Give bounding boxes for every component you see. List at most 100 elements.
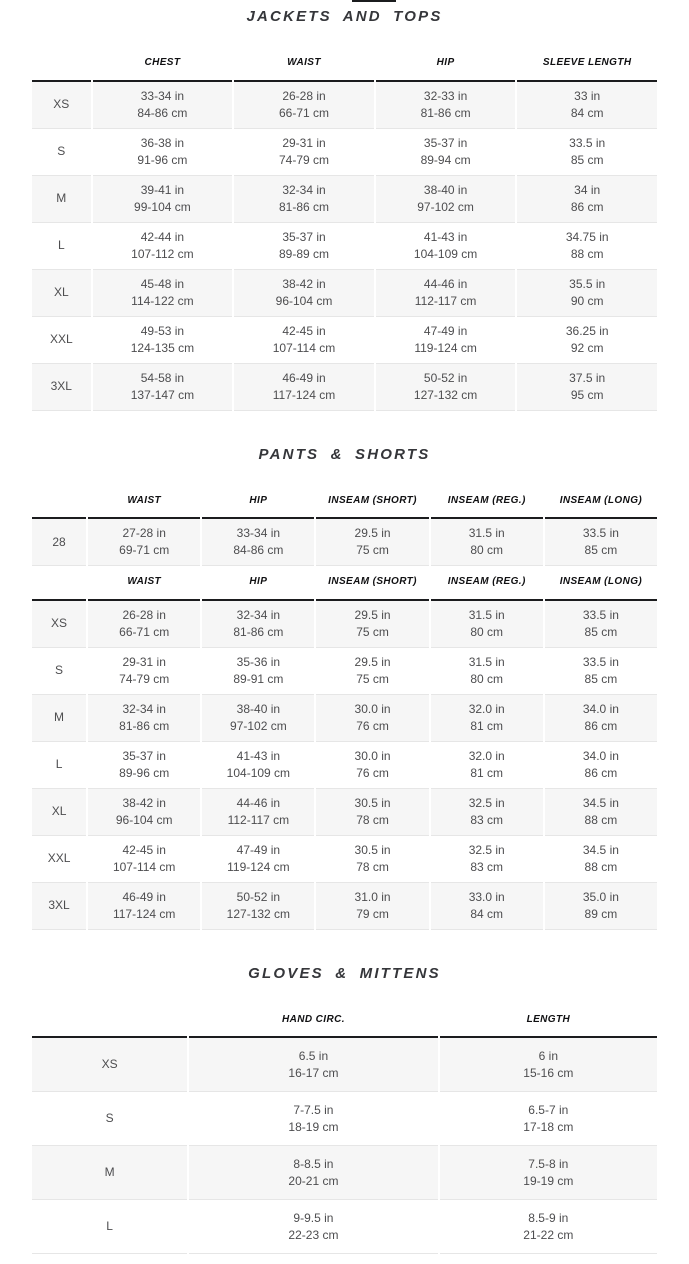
value-cm: 124-135 cm bbox=[130, 340, 195, 355]
size-label: XXL bbox=[32, 317, 91, 364]
column-header-row: WAIST HIP INSEAM (SHORT) INSEAM (REG.) INSEA… bbox=[32, 566, 657, 601]
value-cm: 84-86 cm bbox=[137, 105, 188, 120]
measurement-cell: 29-31 in 74-79 cm bbox=[88, 648, 201, 695]
value-cm: 80 cm bbox=[470, 624, 504, 639]
size-row-S: S 7-7.5 in 18-19 cm 6.5-7 in 17-18 cm bbox=[32, 1092, 657, 1146]
value-inches: 6.5-7 in bbox=[528, 1102, 569, 1117]
value-cm: 117-124 cm bbox=[112, 906, 176, 921]
size-row-XS: XS 26-28 in 66-71 cm 32-34 in 81-86 cm 29.5 i… bbox=[32, 600, 657, 648]
value-inches: 46-49 in bbox=[122, 889, 166, 904]
measurement-cell: 34.5 in 88 cm bbox=[544, 788, 657, 836]
measurement-cell: 42-44 in 107-112 cm bbox=[92, 223, 233, 270]
column-header: HAND CIRC. bbox=[189, 1004, 438, 1038]
value-inches: 9-9.5 in bbox=[293, 1210, 334, 1225]
measurement-cell: 26-28 in 66-71 cm bbox=[88, 600, 201, 648]
measurement-cell: 38-40 in 97-102 cm bbox=[202, 694, 315, 742]
value-cm: 86 cm bbox=[584, 765, 618, 780]
chart-title: GLOVES & MITTENS bbox=[248, 964, 441, 982]
column-header: INSEAM (REG.) bbox=[430, 566, 543, 601]
measurement-cell: 6.5-7 in 17-18 cm bbox=[439, 1092, 657, 1146]
value-cm: 95 cm bbox=[570, 387, 604, 402]
value-cm: 80 cm bbox=[470, 543, 504, 557]
value-inches: 42-45 in bbox=[122, 842, 166, 857]
measurement-cell: 39-41 in 99-104 cm bbox=[92, 175, 233, 223]
column-header: HIP bbox=[375, 47, 516, 82]
size-label: XL bbox=[32, 788, 87, 836]
measurement-cell: 30.5 in 78 cm bbox=[316, 836, 429, 883]
measurement-cell: 32.0 in 81 cm bbox=[430, 694, 543, 742]
value-cm: 79 cm bbox=[356, 906, 389, 921]
value-inches: 26-28 in bbox=[282, 88, 326, 103]
value-inches: 33.0 in bbox=[468, 889, 505, 904]
value-cm: 86 cm bbox=[570, 199, 604, 214]
value-cm: 81-86 cm bbox=[119, 718, 170, 733]
size-table-jackets-and-tops: CHEST WAIST HIP SLEEVE LENGTH XS 33-34 in 84-8… bbox=[30, 47, 659, 411]
column-header: HIP bbox=[202, 566, 315, 601]
value-cm: 99-104 cm bbox=[134, 199, 191, 214]
measurement-cell: 50-52 in 127-132 cm bbox=[202, 882, 315, 930]
measurement-cell: 36.25 in 92 cm bbox=[517, 317, 657, 364]
column-header: HIP bbox=[202, 485, 315, 519]
charts-root: JACKETS AND TOPS CHEST WAIST HIP SLEEVE LEN… bbox=[30, 8, 659, 1254]
measurement-cell: 44-46 in 112-117 cm bbox=[375, 269, 516, 317]
measurement-cell: 42-45 in 107-114 cm bbox=[234, 317, 374, 364]
measurement-cell: 33.0 in 84 cm bbox=[430, 882, 543, 930]
value-cm: 86 cm bbox=[584, 718, 618, 733]
value-cm: 17-18 cm bbox=[523, 1119, 574, 1134]
value-inches: 29-31 in bbox=[282, 135, 326, 150]
value-inches: 31.5 in bbox=[468, 526, 505, 540]
value-inches: 6 in bbox=[538, 1048, 558, 1063]
column-header-row: HAND CIRC. LENGTH bbox=[32, 1004, 657, 1038]
value-inches: 44-46 in bbox=[423, 276, 468, 291]
measurement-cell: 32.0 in 81 cm bbox=[430, 742, 543, 789]
value-inches: 8.5-9 in bbox=[528, 1210, 569, 1225]
value-cm: 19-19 cm bbox=[523, 1173, 574, 1188]
measurement-cell: 46-49 in 117-124 cm bbox=[234, 363, 374, 411]
measurement-cell: 38-42 in 96-104 cm bbox=[88, 788, 201, 836]
value-cm: 137-147 cm bbox=[130, 387, 195, 402]
size-label: S bbox=[32, 648, 87, 695]
measurement-cell: 32.5 in 83 cm bbox=[430, 836, 543, 883]
value-inches: 36-38 in bbox=[140, 135, 185, 150]
measurement-cell: 36-38 in 91-96 cm bbox=[92, 129, 233, 176]
size-label: S bbox=[32, 129, 91, 176]
value-inches: 35-37 in bbox=[122, 748, 166, 763]
measurement-cell: 33.5 in 85 cm bbox=[517, 129, 657, 176]
value-cm: 85 cm bbox=[584, 543, 618, 557]
value-inches: 32.0 in bbox=[468, 701, 505, 716]
measurement-cell: 6 in 15-16 cm bbox=[439, 1038, 657, 1092]
value-cm: 97-102 cm bbox=[417, 199, 474, 214]
value-cm: 112-117 cm bbox=[227, 812, 290, 827]
value-cm: 107-112 cm bbox=[131, 246, 194, 261]
value-inches: 30.0 in bbox=[354, 701, 391, 716]
value-inches: 46-49 in bbox=[282, 370, 326, 385]
size-chart-pants-and-shorts: PANTS & SHORTS WAIST HIP INSEAM (SHORT) INS… bbox=[30, 446, 659, 930]
value-inches: 35-36 in bbox=[236, 654, 281, 669]
measurement-cell: 7-7.5 in 18-19 cm bbox=[189, 1092, 438, 1146]
value-cm: 18-19 cm bbox=[288, 1119, 339, 1134]
size-row-M: M 39-41 in 99-104 cm 32-34 in 81-86 cm 38-40 … bbox=[32, 175, 657, 223]
value-cm: 127-132 cm bbox=[413, 387, 478, 402]
measurement-cell: 33.5 in 85 cm bbox=[544, 600, 657, 648]
size-row-M: M 8-8.5 in 20-21 cm 7.5-8 in 19-19 cm bbox=[32, 1146, 657, 1200]
measurement-cell: 34.75 in 88 cm bbox=[517, 223, 657, 270]
table-section: HAND CIRC. LENGTH XS 6.5 in 16-17 cm 6 in 15-1… bbox=[32, 1004, 657, 1254]
measurement-cell: 33-34 in 84-86 cm bbox=[92, 81, 233, 129]
measurement-cell: 35-37 in 89-89 cm bbox=[234, 223, 374, 270]
value-inches: 35.5 in bbox=[569, 276, 606, 291]
value-cm: 89-94 cm bbox=[420, 152, 471, 167]
value-cm: 92 cm bbox=[570, 340, 604, 355]
value-inches: 38-40 in bbox=[236, 701, 281, 716]
value-inches: 33-34 in bbox=[236, 526, 281, 540]
value-inches: 54-58 in bbox=[140, 370, 185, 385]
size-label: XS bbox=[32, 600, 87, 648]
value-inches: 30.0 in bbox=[354, 748, 391, 763]
size-table-gloves-and-mittens: HAND CIRC. LENGTH XS 6.5 in 16-17 cm 6 in 15-1… bbox=[30, 1004, 659, 1254]
value-cm: 91-96 cm bbox=[137, 152, 188, 167]
value-cm: 88 cm bbox=[584, 812, 618, 827]
size-row-3XL: 3XL 54-58 in 137-147 cm 46-49 in 117-124 cm 5… bbox=[32, 363, 657, 411]
value-cm: 117-124 cm bbox=[272, 387, 336, 402]
value-inches: 34.75 in bbox=[565, 229, 609, 244]
value-inches: 42-44 in bbox=[140, 229, 185, 244]
value-cm: 89 cm bbox=[584, 906, 618, 921]
